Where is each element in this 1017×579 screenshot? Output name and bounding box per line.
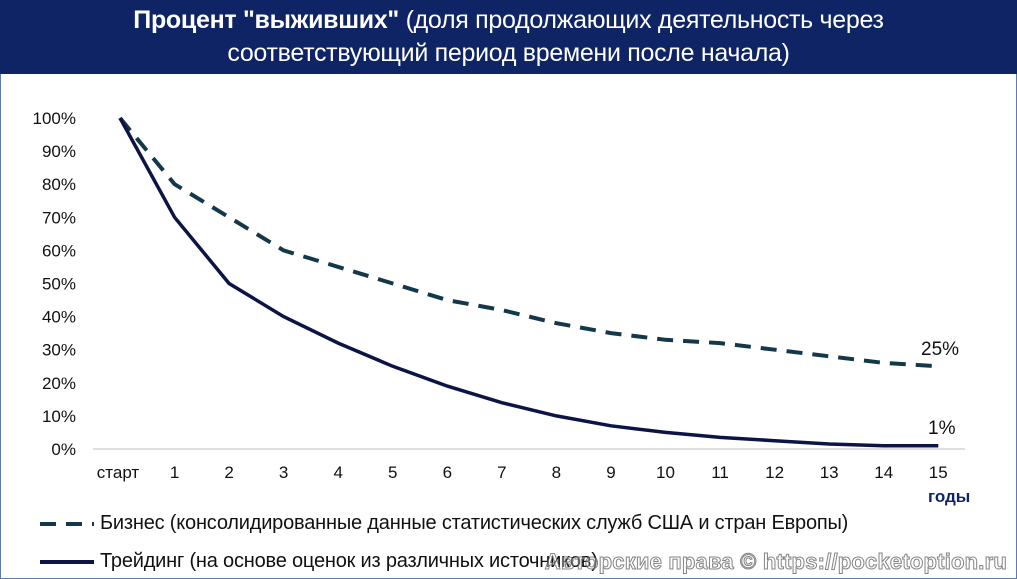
x-tick-label: 1 [170,463,179,482]
title-bold: Процент "выживших" [133,6,399,34]
solid-line-swatch-icon [40,559,94,564]
y-tick-label: 0% [51,440,76,459]
x-tick-label: 10 [656,463,675,482]
y-tick-label: 70% [42,208,76,227]
title-line2: соответствующий период времени после нач… [227,39,790,67]
x-tick-label: 13 [820,463,839,482]
x-tick-label: 9 [606,463,615,482]
legend-label-business: Бизнес (консолидированные данные статист… [100,512,849,534]
x-tick-label: 14 [874,463,893,482]
x-axis-unit-label: годы [928,487,970,506]
trading-series-line [118,117,939,448]
title-normal: (доля продолжающих деятельность через [398,6,884,34]
x-tick-label: 2 [224,463,233,482]
x-tick-label: 7 [497,463,506,482]
trading-end-label: 1% [928,418,956,439]
y-tick-label: 60% [42,241,76,260]
x-tick-label: 8 [552,463,561,482]
dashed-line-swatch-icon [40,521,94,526]
y-tick-label: 90% [42,142,76,161]
x-tick-label: 15 [929,463,948,482]
x-tick-label: 3 [279,463,288,482]
y-tick-label: 20% [42,374,76,393]
business-end-label: 25% [921,339,959,360]
y-tick-label: 80% [42,175,76,194]
x-tick-label: 5 [388,463,397,482]
chart-title: Процент "выживших" (доля продолжающих де… [0,0,1017,74]
y-tick-label: 40% [42,308,76,327]
business-series-line [118,116,939,369]
x-tick-label: 4 [333,463,342,482]
y-tick-label: 30% [42,341,76,360]
copyright-watermark: Авторские права © https://pocketoption.r… [544,549,1007,575]
x-tick-label: 6 [443,463,452,482]
x-axis-ticks: старт 1 2 3 4 5 6 7 8 9 10 11 12 13 14 15 [97,463,948,482]
legend-item-trading: Трейдинг (на основе оценок из различных … [40,550,598,573]
x-tick-label: 12 [765,463,784,482]
y-tick-label: 100% [33,109,76,128]
y-tick-label: 10% [42,407,76,426]
legend-label-trading: Трейдинг (на основе оценок из различных … [100,550,598,572]
legend-item-business: Бизнес (консолидированные данные статист… [40,512,848,535]
x-tick-label: старт [97,463,140,482]
y-axis-ticks: 0% 10% 20% 30% 40% 50% 60% 70% 80% 90% 100% [33,109,76,459]
y-tick-label: 50% [42,275,76,294]
x-tick-label: 11 [711,463,729,482]
